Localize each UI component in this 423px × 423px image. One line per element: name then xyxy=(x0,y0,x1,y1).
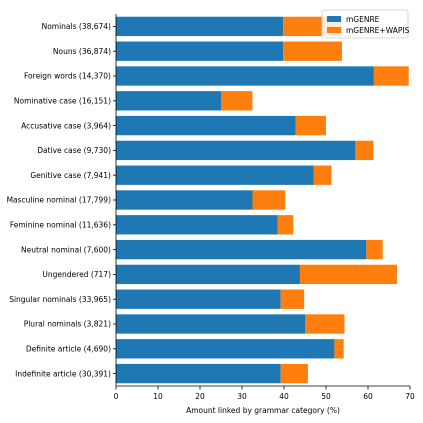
y-tick-label: Ungendered (717) xyxy=(42,270,111,279)
bar-mgenre-2 xyxy=(116,66,374,86)
legend: mGENRE mGENRE+WAPIS xyxy=(321,9,410,39)
legend-swatch xyxy=(327,16,341,22)
bar-mgenre-12 xyxy=(116,314,305,334)
y-tick-label: Dative case (9,730) xyxy=(37,146,111,155)
bar-mgenre-wapis-6 xyxy=(313,165,332,185)
bar-mgenre-4 xyxy=(116,115,296,136)
y-tick-label: Feminine nominal (11,636) xyxy=(10,221,111,230)
y-tick-label: Genitive case (7,941) xyxy=(30,171,111,180)
y-tick-label: Nominative case (16,151) xyxy=(14,97,111,106)
x-tick-label: 20 xyxy=(195,392,205,401)
bar-mgenre-5 xyxy=(116,140,356,161)
bar-mgenre-wapis-8 xyxy=(277,215,294,235)
bar-mgenre-wapis-5 xyxy=(355,140,374,161)
bar-mgenre-3 xyxy=(116,91,221,111)
x-tick-label: 40 xyxy=(279,392,289,401)
category-labels: Nominals (38,674) Nouns (36,874) Foreign w… xyxy=(7,22,116,378)
bars-layer xyxy=(116,16,409,384)
x-tick-label: 70 xyxy=(405,392,415,401)
bar-mgenre-13 xyxy=(116,339,335,359)
bar-mgenre-wapis-4 xyxy=(295,115,326,136)
x-axis: 0 10 20 30 40 50 60 70 Amount linked by grammar… xyxy=(114,385,415,415)
bar-mgenre-wapis-12 xyxy=(305,314,345,334)
bar-mgenre-11 xyxy=(116,289,281,309)
legend-label: mGENRE+WAPIS xyxy=(346,26,410,35)
bar-mgenre-wapis-9 xyxy=(366,239,383,260)
legend-items: mGENRE mGENRE+WAPIS xyxy=(327,15,410,35)
x-ticks: 0 10 20 30 40 50 60 70 xyxy=(114,386,415,401)
x-tick-label: 10 xyxy=(153,392,163,401)
y-tick-label: Nouns (36,874) xyxy=(53,47,111,56)
bar-mgenre-8 xyxy=(116,215,278,235)
y-tick-label: Nominals (38,674) xyxy=(42,22,111,31)
bar-mgenre-wapis-13 xyxy=(334,339,344,359)
legend-label: mGENRE xyxy=(346,15,380,24)
x-tick-label: 60 xyxy=(363,392,373,401)
bar-mgenre-wapis-11 xyxy=(280,289,305,309)
x-axis-title: Amount linked by grammar category (%) xyxy=(186,406,340,415)
bar-mgenre-wapis-14 xyxy=(280,363,308,384)
y-tick-label: Accusative case (3,964) xyxy=(21,121,111,130)
x-tick-label: 0 xyxy=(114,392,119,401)
y-tick-label: Indefinite article (30,391) xyxy=(15,369,111,378)
y-tick-label: Plural nominals (3,821) xyxy=(24,320,111,329)
y-tick-label: Masculine nominal (17,799) xyxy=(7,196,111,205)
bar-mgenre-wapis-7 xyxy=(252,190,286,210)
x-tick-label: 30 xyxy=(237,392,247,401)
bar-mgenre-wapis-10 xyxy=(299,264,397,285)
y-tick-label: Singular nominals (33,965) xyxy=(9,295,111,304)
bar-mgenre-7 xyxy=(116,190,253,210)
bar-mgenre-9 xyxy=(116,239,367,260)
y-tick-label: Definite article (4,690) xyxy=(26,345,111,354)
legend-box xyxy=(321,9,409,39)
bar-mgenre-1 xyxy=(116,41,284,61)
y-tick-label: Foreign words (14,370) xyxy=(24,72,111,81)
bar-mgenre-14 xyxy=(116,363,281,384)
legend-swatch xyxy=(327,27,341,33)
y-tick-label: Neutral nominal (7,600) xyxy=(21,245,111,254)
bar-mgenre-wapis-3 xyxy=(221,91,253,111)
bar-mgenre-6 xyxy=(116,165,314,185)
bar-mgenre-wapis-2 xyxy=(373,66,409,86)
bar-mgenre-wapis-1 xyxy=(283,41,342,61)
bar-mgenre-0 xyxy=(116,16,284,37)
bar-mgenre-10 xyxy=(116,264,300,285)
x-tick-label: 50 xyxy=(321,392,331,401)
